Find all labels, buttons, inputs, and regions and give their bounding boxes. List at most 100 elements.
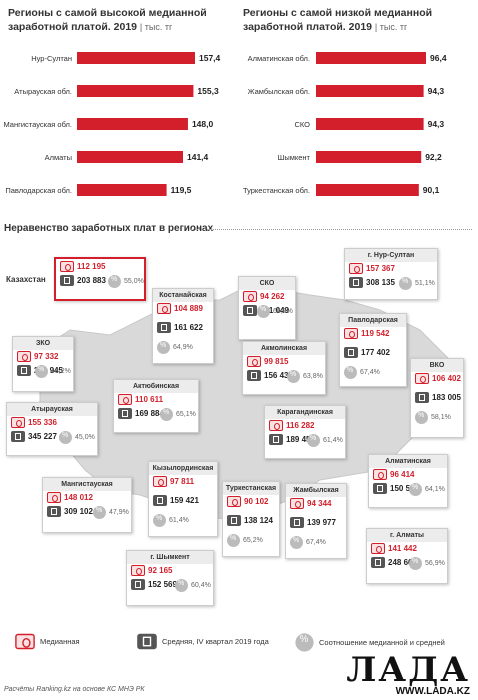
region-card-title: Костанайская [153,289,213,302]
region-card-row: 61,4% [153,514,189,527]
average-value: 248 668 [388,558,417,567]
legend-ratio: Соотношение медианной и средней [295,633,445,652]
percent-icon [175,579,188,592]
region-card-row: 104 889 [157,303,203,314]
region-card-row: 47,9% [93,506,129,519]
region-card-row: 148 012 [47,492,93,503]
region-card-row: 150 509 [373,483,419,494]
region-card-row: 90 102 [227,496,268,507]
money-hand-icon [47,492,61,503]
region-card[interactable]: г. Нур-Султан 157 367 308 135 51,1% [344,248,438,300]
money-stack-icon [118,408,132,419]
chart-unit-high: | тыс. тг [139,22,173,32]
region-card[interactable]: Атырауская 155 336 345 227 45,0% [6,402,98,456]
money-stack-icon [290,517,304,528]
region-card-title: Атырауская [7,403,97,416]
region-card[interactable]: ЗКО 97 332 201 94548,2% [12,336,74,392]
percent-icon [409,483,422,496]
region-card[interactable]: Мангистауская 148 012 309 102 47,9% [42,477,132,533]
median-value: 119 542 [361,329,390,338]
region-card[interactable]: Казахстан 112 195 203 883 55,0% [6,257,146,301]
region-card-row: 152 569 [131,579,177,590]
section-title: Неравенство заработных плат в регионах [4,223,214,234]
region-card-row: 141 049 [243,305,289,316]
legend-ratio-label: Соотношение медианной и средней [319,638,445,647]
region-card[interactable]: Кызылординская 97 811 159 421 61,4% [148,461,218,537]
percent-icon [153,514,166,527]
average-value: 159 421 [170,496,199,505]
region-card-row: 67,4% [344,366,380,379]
region-card-row: 155 336 [11,417,57,428]
median-value: 104 889 [174,304,203,313]
bar-category-label: Алматинская обл. [248,54,310,63]
region-card-title: г. Алматы [367,529,447,542]
money-stack-icon [247,370,261,381]
money-stack-icon [60,275,74,286]
region-card-row: 64,9% [157,341,193,354]
region-card[interactable]: Костанайская 104 889 161 622 64,9% [152,288,214,364]
region-card-row: 189 450 [269,434,315,445]
region-card[interactable]: Алматинская 96 414 150 509 64,1% [368,454,448,508]
region-card[interactable]: Туркестанская 90 102 138 124 65,2% [222,481,280,557]
money-hand-icon [131,565,145,576]
bar-value-label: 157,4 [199,53,221,63]
percent-icon [35,365,48,378]
region-card[interactable]: ВКО 106 402 183 005 58,1% [410,358,464,438]
bar-category-label: Атырауская обл. [14,87,72,96]
region-card[interactable]: г. Алматы 141 442 248 668 56,9% [366,528,448,584]
region-card-title: Туркестанская [223,482,279,495]
bar-category-label: СКО [294,120,310,129]
ratio-value: 67,4% [360,369,380,376]
region-card-title: Жамбылская [286,484,346,497]
ratio-value: 61,4% [323,437,343,444]
money-hand-icon [118,394,132,405]
bar-category-label: Мангистауская обл. [3,120,72,129]
money-stack-icon [153,495,167,506]
average-value: 169 884 [135,409,164,418]
bar-value-label: 155,3 [197,86,219,96]
percent-icon [227,534,240,547]
region-label-kazakhstan: Казахстан [6,275,46,284]
bar-value-label: 90,1 [423,185,440,195]
region-card-title: г. Нур-Султан [345,249,437,262]
region-card-row: 177 402 [344,347,390,358]
region-card[interactable]: г. Шымкент 92 165 152 569 60,4% [126,550,214,606]
lada-logo[interactable]: ЛАДА WWW.LADA.KZ [346,653,470,697]
region-card-row: 157 367 [349,263,395,274]
region-card[interactable]: Актюбинская 110 611 169 884 65,1% [113,379,199,433]
median-value: 97 332 [34,352,59,361]
median-value: 141 442 [388,544,417,553]
region-card-row: 308 135 [349,277,395,288]
region-card-title: Алматинская [369,455,447,468]
region-card-row: 65,1% [160,408,196,421]
region-card-row: 203 883 [60,275,106,286]
region-card-title: ЗКО [13,337,73,350]
logo-url[interactable]: WWW.LADA.KZ [395,686,470,697]
region-card[interactable]: Павлодарская 119 542 177 402 67,4% [339,313,407,387]
region-card-row: 161 622 [157,322,203,333]
source-note: Расчёты Ranking.kz на основе КС МНЭ РК [4,686,145,693]
median-value: 157 367 [366,264,395,273]
region-card-row: 65,2% [227,534,263,547]
legend-average-label: Средняя, IV квартал 2019 года [162,637,269,646]
region-card-row: 66,8% [257,305,293,318]
average-value: 141 049 [260,306,289,315]
ratio-value: 64,9% [173,344,193,351]
percent-icon [409,557,422,570]
region-card-row: 56,9% [409,557,445,570]
bar-value-label: 92,2 [425,152,442,162]
money-stack-icon [269,434,283,445]
median-value: 155 336 [28,418,57,427]
region-card[interactable]: СКО 94 262 141 04966,8% [238,276,296,340]
region-card[interactable]: Карагандинская 116 282 189 450 61,4% [264,405,346,459]
median-value: 110 611 [135,395,164,404]
money-stack-icon [157,322,171,333]
region-card[interactable]: Акмолинская 99 815 156 438 63,8% [242,341,326,395]
money-hand-icon [269,420,283,431]
ratio-value: 58,1% [431,414,451,421]
money-stack-icon [137,633,157,650]
bar [316,52,426,64]
region-card[interactable]: Жамбылская 94 344 139 977 67,4% [285,483,347,559]
region-card-title: Павлодарская [340,314,406,327]
region-card-row: 55,0% [108,275,144,288]
